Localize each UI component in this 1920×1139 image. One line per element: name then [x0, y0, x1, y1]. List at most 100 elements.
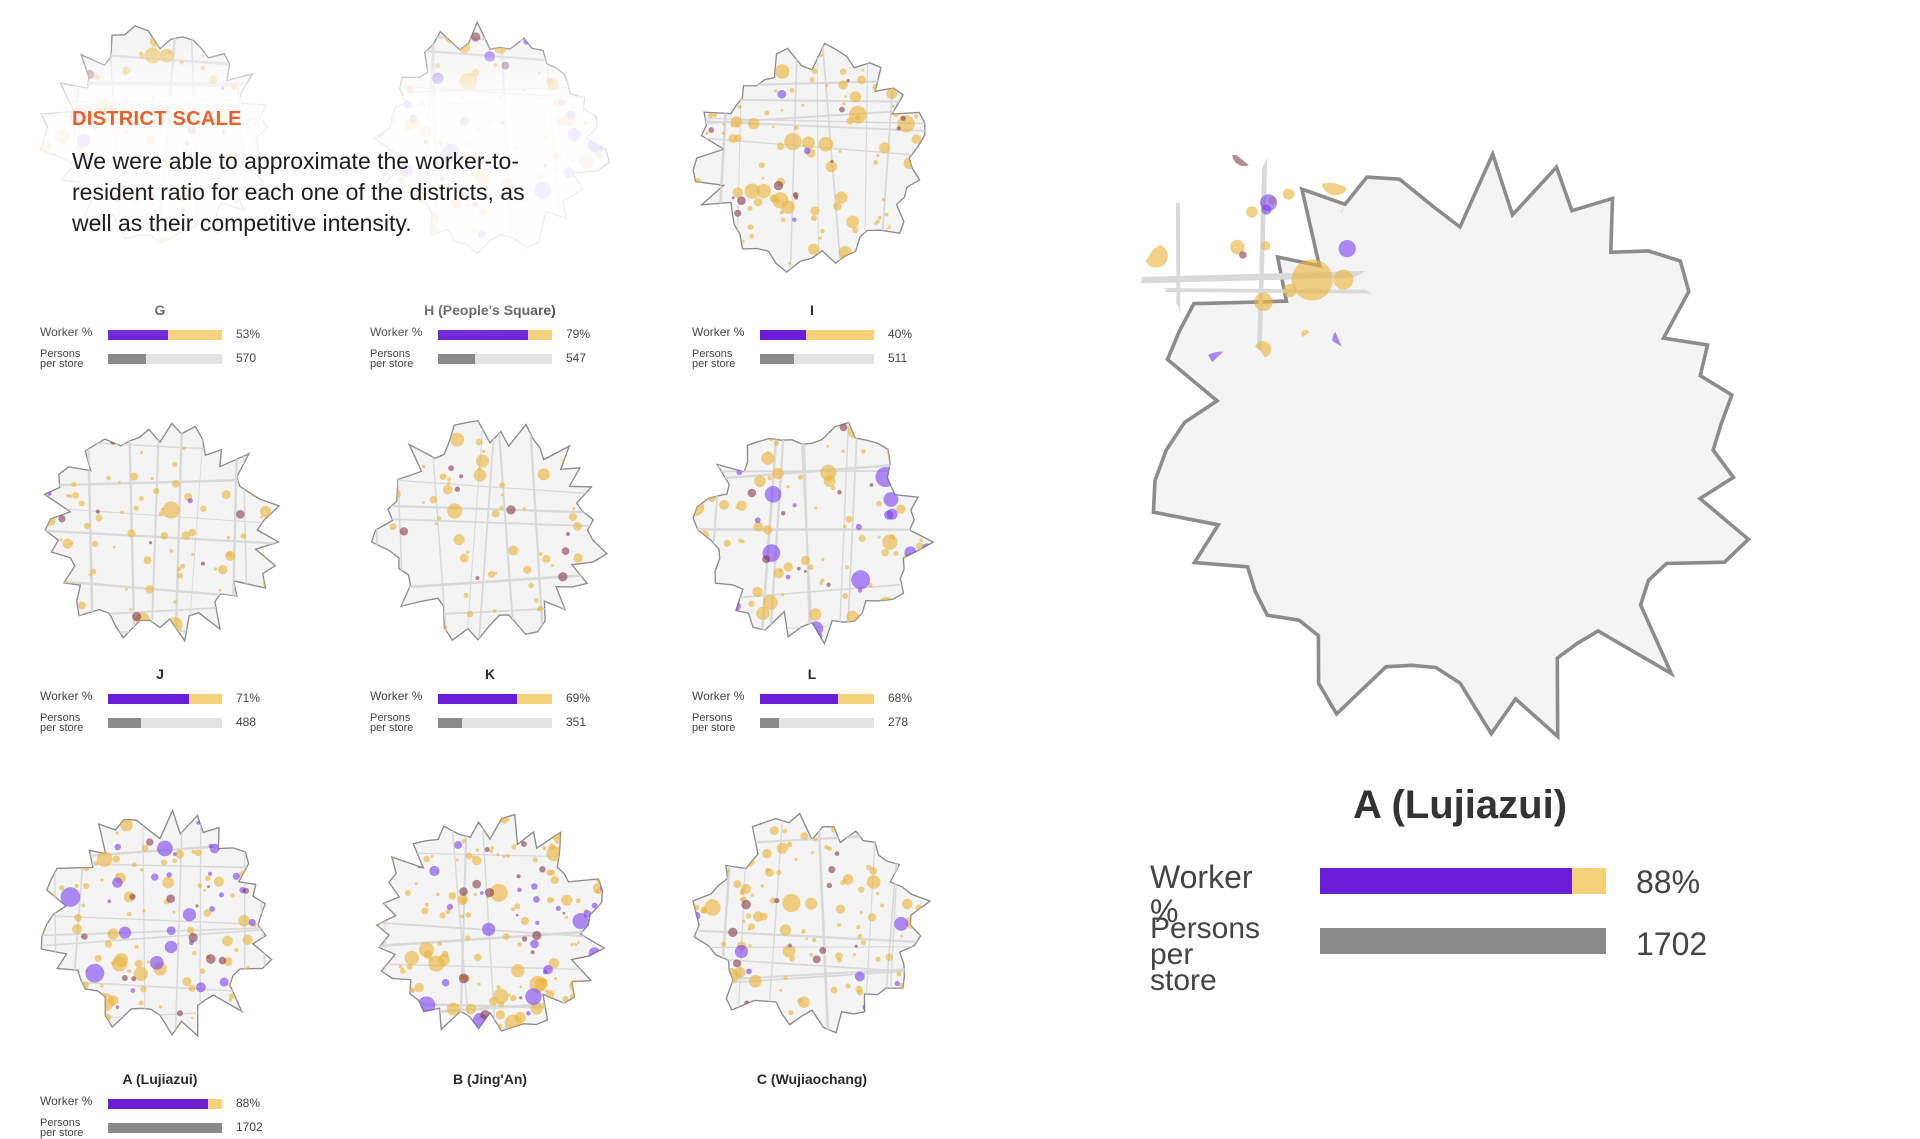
- resident-store-dot: [800, 832, 808, 840]
- resident-store-dot: [728, 134, 737, 143]
- resident-store-dot: [499, 506, 503, 510]
- resident-store-dot: [260, 516, 263, 519]
- worker-store-dot: [161, 807, 166, 812]
- resident-store-dot: [810, 206, 819, 215]
- worker-store-dot: [243, 847, 248, 852]
- worker-store-dot: [789, 1042, 793, 1046]
- resident-store-dot: [71, 417, 74, 420]
- resident-store-dot: [40, 96, 44, 100]
- resident-store-dot: [388, 1012, 392, 1016]
- resident-store-dot: [840, 880, 845, 885]
- overlap-store-dot: [558, 572, 567, 581]
- resident-store-dot: [127, 969, 131, 973]
- resident-bar-fill: [189, 694, 222, 704]
- overlap-store-dot: [819, 947, 826, 954]
- overlap-store-dot: [924, 144, 927, 147]
- resident-store-dot: [927, 413, 935, 421]
- resident-store-dot: [790, 88, 795, 93]
- resident-store-dot: [115, 831, 118, 834]
- resident-store-dot: [553, 1015, 563, 1025]
- overlap-store-dot: [806, 631, 816, 641]
- worker-store-dot: [592, 903, 598, 909]
- overlap-store-dot: [595, 39, 605, 49]
- resident-store-dot: [534, 598, 539, 603]
- worker-bar-fill: [438, 330, 528, 340]
- resident-store-dot: [772, 192, 788, 208]
- overlap-store-dot: [57, 45, 62, 50]
- worker-store-dot: [249, 919, 256, 926]
- resident-store-dot: [141, 845, 148, 852]
- resident-store-dot: [399, 842, 402, 845]
- resident-store-dot: [742, 920, 745, 923]
- resident-store-dot: [405, 951, 419, 965]
- resident-store-dot: [772, 126, 775, 129]
- overlap-store-dot: [818, 1031, 826, 1039]
- district-name: C (Wujiaochang): [692, 1071, 932, 1087]
- overlap-store-dot: [564, 53, 572, 61]
- persons-value: 488: [236, 715, 256, 729]
- street-line: [1716, 140, 1729, 760]
- resident-store-dot: [842, 593, 848, 599]
- worker-value: 79%: [566, 327, 590, 341]
- worker-store-dot: [378, 855, 391, 868]
- worker-store-dot: [535, 921, 539, 925]
- overlap-store-dot: [769, 1035, 775, 1041]
- worker-store-dot: [695, 830, 704, 839]
- resident-store-dot: [721, 942, 726, 947]
- district-map: [692, 410, 932, 650]
- resident-store-dot: [511, 964, 524, 977]
- resident-store-dot: [140, 868, 143, 871]
- resident-store-dot: [708, 271, 719, 282]
- overlap-store-dot: [923, 940, 926, 943]
- resident-store-dot: [226, 552, 232, 558]
- overlap-store-dot: [207, 885, 210, 888]
- resident-store-dot: [765, 868, 770, 873]
- resident-store-dot: [877, 829, 883, 835]
- resident-store-dot: [418, 829, 421, 832]
- overlap-store-dot: [588, 633, 596, 641]
- resident-store-dot: [720, 992, 725, 997]
- resident-store-dot: [530, 1040, 535, 1045]
- resident-store-dot: [41, 524, 46, 529]
- resident-store-dot: [574, 943, 577, 946]
- worker-store-dot: [740, 431, 748, 439]
- resident-store-dot: [133, 506, 138, 511]
- resident-store-dot: [85, 844, 88, 847]
- resident-store-dot: [1597, 672, 1608, 683]
- resident-store-dot: [599, 85, 608, 94]
- worker-store-dot: [870, 47, 877, 54]
- worker-label: Worker %: [692, 326, 744, 339]
- resident-store-dot: [841, 450, 844, 453]
- resident-store-dot: [914, 88, 921, 95]
- resident-store-dot: [213, 425, 222, 434]
- resident-store-dot: [143, 806, 146, 809]
- resident-store-dot: [748, 1041, 753, 1046]
- resident-store-dot: [127, 912, 132, 917]
- resident-store-dot: [544, 45, 548, 49]
- resident-store-dot: [515, 1012, 526, 1023]
- resident-store-dot: [909, 633, 912, 636]
- resident-store-dot: [203, 889, 206, 892]
- resident-store-dot: [708, 113, 713, 118]
- resident-store-dot: [768, 435, 774, 441]
- featured-worker-value: 88%: [1636, 864, 1700, 901]
- resident-store-dot: [419, 815, 422, 818]
- resident-store-dot: [868, 913, 876, 921]
- worker-store-dot: [928, 642, 932, 646]
- resident-store-dot: [900, 934, 903, 937]
- resident-store-dot: [576, 898, 581, 903]
- resident-store-dot: [153, 488, 159, 494]
- overlap-store-dot: [741, 261, 748, 268]
- resident-store-dot: [460, 897, 466, 903]
- resident-store-dot: [812, 1038, 819, 1045]
- worker-store-dot: [1591, 165, 1604, 178]
- resident-store-dot: [159, 511, 164, 516]
- resident-store-dot: [496, 1010, 505, 1019]
- worker-store-dot: [192, 813, 196, 817]
- resident-store-dot: [382, 64, 389, 71]
- resident-store-dot: [94, 861, 99, 866]
- worker-store-dot: [107, 899, 111, 903]
- worker-store-dot: [394, 986, 408, 1000]
- worker-store-dot: [442, 979, 450, 987]
